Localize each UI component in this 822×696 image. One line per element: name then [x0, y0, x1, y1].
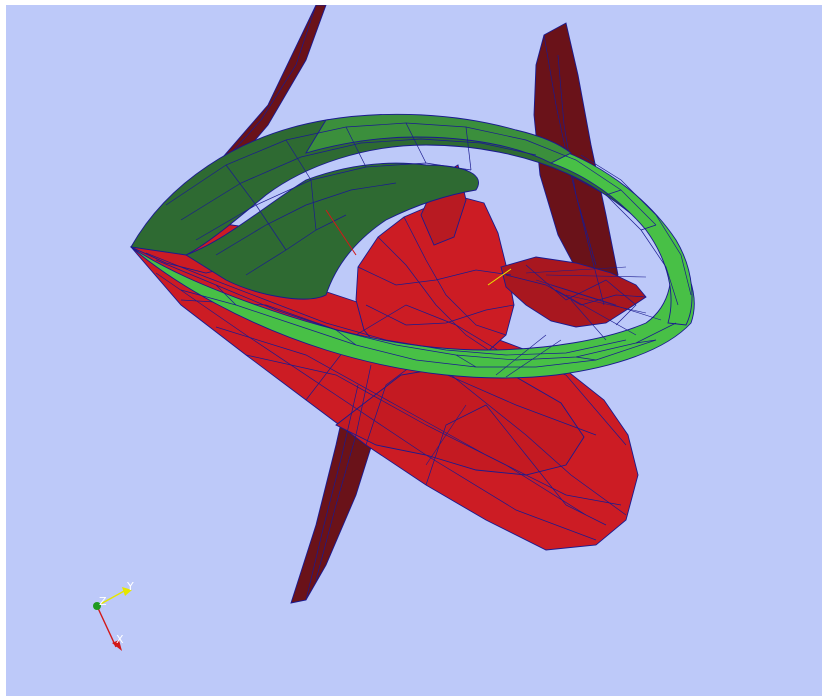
green-band-inner-lower [184, 162, 479, 300]
axis-z-label: Z [99, 595, 107, 608]
axis-x-arrowhead [112, 640, 122, 651]
axis-triad: Z Y X [93, 580, 134, 651]
spike-artifacts [425, 266, 662, 466]
scene-x-axis-line [325, 209, 357, 256]
axis-x-label: X [116, 633, 124, 646]
axis-y-label: Y [126, 580, 134, 593]
green-wireframe [145, 122, 692, 368]
scene-y-axis-line [487, 268, 512, 286]
axis-y-arrowhead [122, 587, 132, 596]
mesh-scene[interactable]: Z Y X [6, 5, 822, 696]
green-band-back-arc [305, 113, 572, 164]
scene-origin-axes [325, 209, 512, 286]
3d-viewport[interactable]: Z Y X [6, 5, 822, 696]
axis-x-line [96, 605, 117, 648]
green-band [130, 113, 695, 379]
axis-z-dot [93, 602, 101, 610]
axis-y-line [96, 589, 127, 607]
